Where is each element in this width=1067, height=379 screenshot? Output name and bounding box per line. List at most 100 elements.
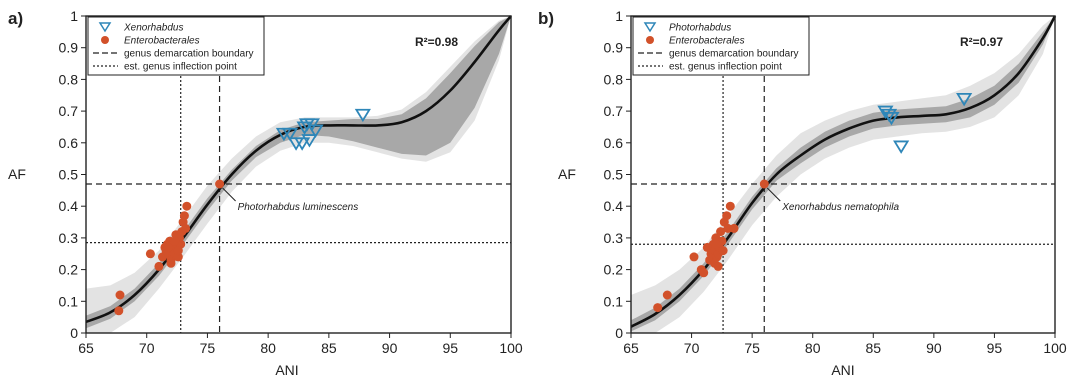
xenorhabdus-point	[294, 137, 311, 151]
y-tick-label: 0.8	[604, 71, 624, 87]
y-tick-label: 0	[615, 325, 623, 341]
legend-label: genus demarcation boundary	[669, 49, 799, 60]
y-tick-label: 0	[70, 325, 78, 341]
enterobacterales-point	[181, 223, 191, 233]
x-tick-label: 95	[987, 340, 1003, 356]
x-tick-label: 75	[744, 340, 760, 356]
annotation-label: Photorhabdus luminescens	[238, 202, 359, 213]
x-tick-label: 90	[926, 340, 942, 356]
y-tick-label: 0.4	[604, 198, 624, 214]
x-tick-label: 80	[260, 340, 276, 356]
inner-confidence-band	[86, 16, 511, 329]
photorhabdus-point	[883, 111, 900, 126]
legend-label: Enterobacterales	[669, 36, 745, 47]
enterobacterales-point	[166, 258, 176, 268]
x-tick-label: 65	[623, 340, 639, 356]
xenorhabdus-point	[301, 134, 318, 148]
legend-triangle-marker	[98, 22, 112, 33]
enterobacterales-point	[173, 246, 183, 256]
enterobacterales-point	[716, 227, 726, 237]
enterobacterales-point	[179, 211, 189, 221]
enterobacterales-point	[145, 249, 155, 259]
xenorhabdus-point	[281, 127, 299, 142]
y-tick-label: 0.7	[59, 103, 79, 119]
x-tick-label: 70	[139, 340, 155, 356]
x-tick-label: 70	[684, 340, 700, 356]
y-tick-label: 0.2	[59, 262, 79, 278]
y-tick-label: 1	[615, 8, 623, 24]
y-tick-label: 0.6	[59, 135, 79, 151]
x-tick-label: 90	[382, 340, 398, 356]
x-tick-label: 75	[200, 340, 216, 356]
y-tick-label: 0.5	[59, 167, 79, 183]
enterobacterales-point	[114, 306, 124, 316]
outer-confidence-band	[631, 16, 1055, 333]
legend-label: est. genus inflection point	[124, 62, 237, 73]
xenorhabdus-point	[303, 118, 320, 132]
xenorhabdus-point	[307, 124, 324, 139]
panel-label: b)	[538, 9, 554, 28]
r-squared-label: R²=0.97	[960, 35, 1003, 49]
annotation-label: Xenorhabdus nematophila	[781, 202, 899, 213]
y-tick-label: 0.8	[59, 71, 79, 87]
enterobacterales-point	[215, 179, 225, 189]
x-tick-label: 100	[499, 340, 523, 356]
y-tick-label: 1	[70, 8, 78, 24]
y-tick-label: 0.5	[604, 167, 624, 183]
legend-box	[632, 16, 810, 76]
annotation-leader-line	[222, 187, 236, 202]
enterobacterales-point	[173, 252, 183, 262]
r-squared-label: R²=0.98	[415, 35, 458, 49]
x-axis-label: ANI	[275, 362, 298, 378]
y-tick-label: 0.2	[604, 262, 624, 278]
annotation-leader-line	[766, 187, 781, 202]
x-tick-label: 65	[78, 340, 94, 356]
legend-triangle-marker	[643, 22, 657, 33]
x-tick-label: 80	[805, 340, 821, 356]
panel-label: a)	[8, 9, 23, 28]
enterobacterales-point	[713, 261, 723, 271]
enterobacterales-point	[170, 236, 180, 246]
x-tick-label: 100	[1043, 340, 1067, 356]
enterobacterales-point	[699, 268, 709, 278]
photorhabdus-point	[956, 92, 973, 107]
legend-box	[87, 16, 265, 76]
x-tick-label: 95	[442, 340, 458, 356]
enterobacterales-point	[718, 246, 728, 256]
legend-circle-marker	[101, 36, 109, 44]
y-tick-label: 0.1	[59, 293, 79, 309]
legend-label: Enterobacterales	[124, 36, 200, 47]
enterobacterales-point	[115, 290, 125, 300]
enterobacterales-point	[662, 290, 672, 300]
y-tick-label: 0.9	[59, 40, 79, 56]
enterobacterales-point	[722, 211, 732, 221]
enterobacterales-point	[154, 261, 164, 271]
enterobacterales-point	[725, 201, 735, 211]
y-tick-label: 0.6	[604, 135, 624, 151]
enterobacterales-point	[759, 179, 769, 189]
photorhabdus-point	[877, 105, 894, 120]
y-axis-label: AF	[8, 166, 26, 182]
y-tick-label: 0.3	[604, 230, 624, 246]
enterobacterales-point	[182, 201, 192, 211]
legend-circle-marker	[646, 36, 654, 44]
photorhabdus-point	[893, 140, 910, 154]
enterobacterales-point	[729, 223, 739, 233]
panel-a: a) ANI AF Photorhabdus luminescens 65 70 75…	[8, 8, 523, 378]
enterobacterales-point	[689, 252, 699, 262]
legend-label: est. genus inflection point	[669, 62, 782, 73]
enterobacterales-point	[711, 239, 721, 249]
y-tick-label: 0.7	[604, 103, 624, 119]
y-axis-label: AF	[558, 166, 576, 182]
x-tick-label: 85	[865, 340, 881, 356]
y-tick-label: 0.4	[59, 198, 79, 214]
panel-b: b) ANI AF Xenorhabdus nematophila 65 70 75 8…	[538, 8, 1067, 378]
y-tick-label: 0.9	[604, 40, 624, 56]
x-tick-label: 85	[321, 340, 337, 356]
legend-label: genus demarcation boundary	[124, 49, 254, 60]
xenorhabdus-point	[354, 108, 371, 123]
enterobacterales-point	[653, 303, 663, 313]
x-axis-label: ANI	[831, 362, 854, 378]
legend-label: Xenorhabdus	[123, 23, 184, 34]
